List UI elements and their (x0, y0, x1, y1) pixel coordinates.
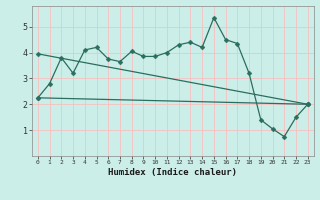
X-axis label: Humidex (Indice chaleur): Humidex (Indice chaleur) (108, 168, 237, 177)
